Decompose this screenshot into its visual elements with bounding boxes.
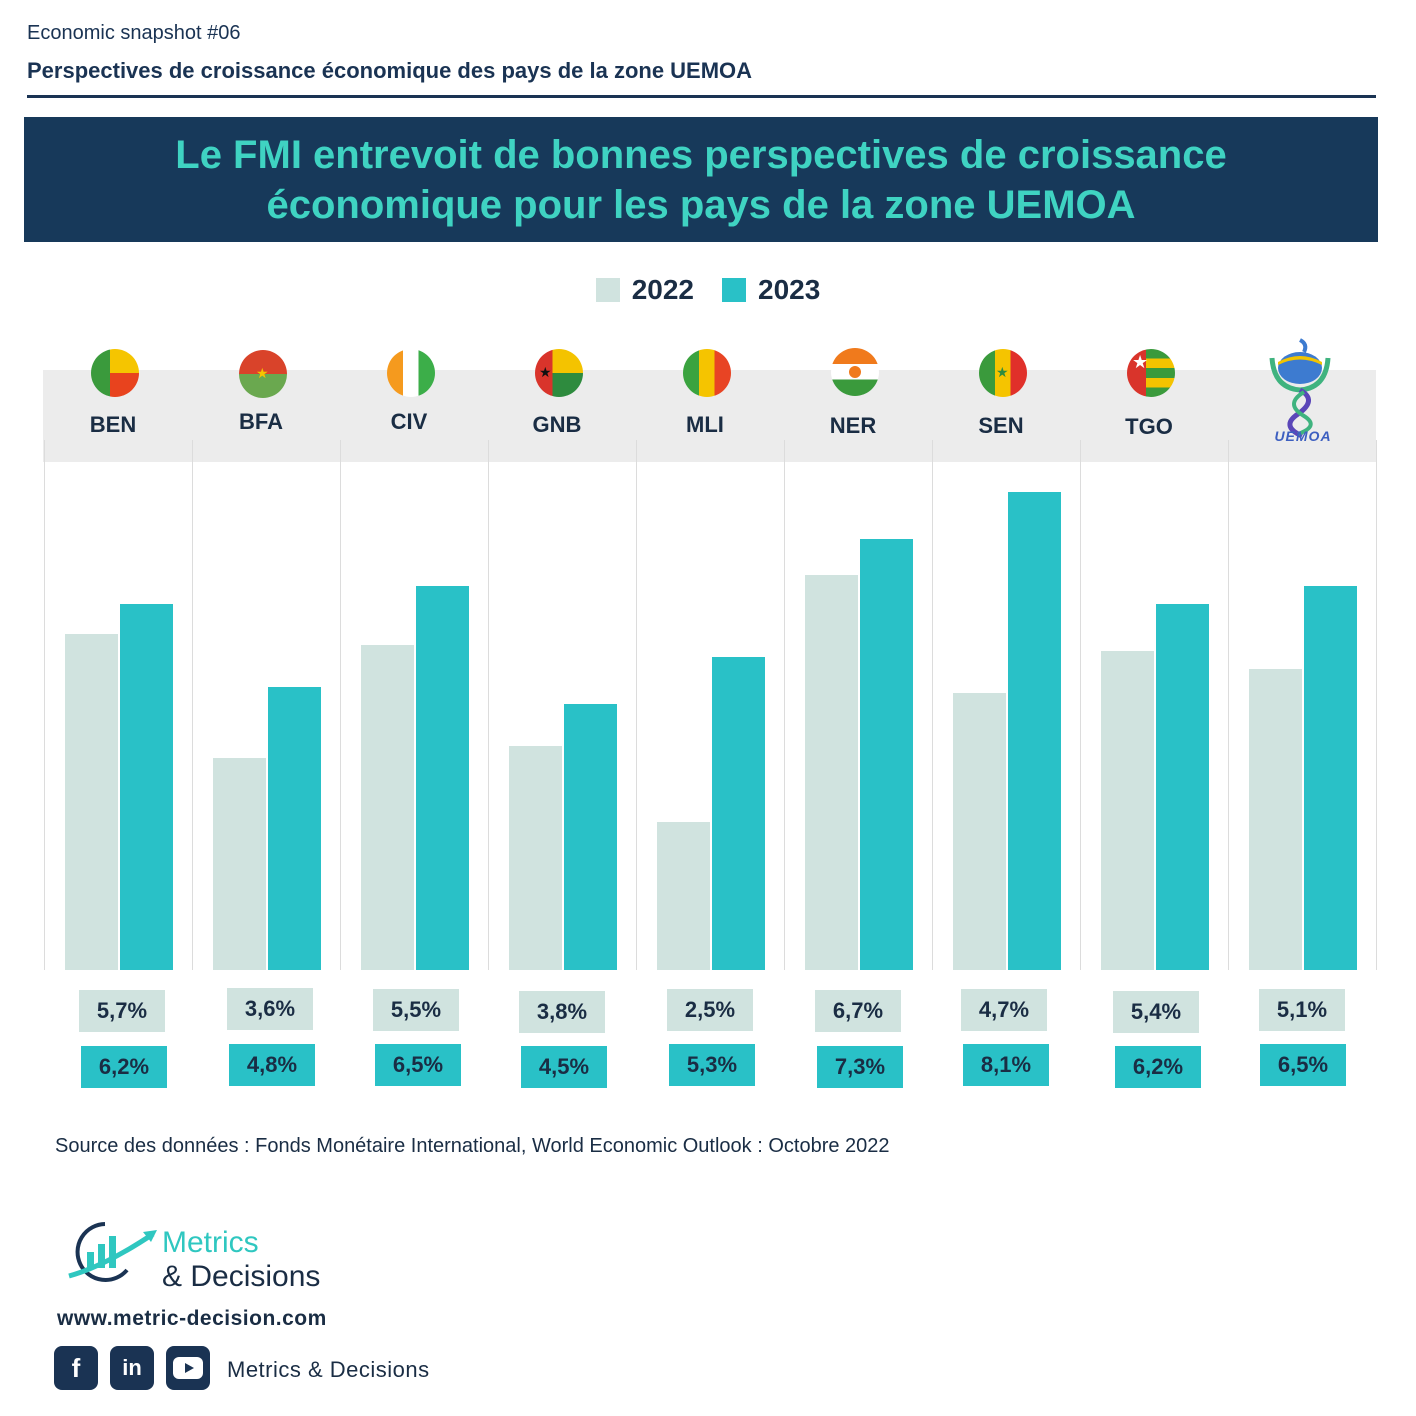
bar-2023 — [1304, 586, 1357, 970]
bar-2023 — [416, 586, 469, 970]
data-label-2022: 5,1% — [1259, 989, 1345, 1031]
country-code-label: GNB — [532, 412, 582, 437]
bar-2022 — [805, 574, 858, 970]
bar-2022 — [65, 633, 118, 970]
data-label-2023: 4,5% — [521, 1046, 607, 1088]
bar-2023 — [860, 539, 913, 970]
youtube-play-icon — [173, 1357, 203, 1379]
data-label-2022: 5,7% — [79, 990, 165, 1032]
flag-mali-icon — [683, 349, 731, 397]
bar-2023 — [1156, 604, 1209, 970]
country-code-label: SEN — [978, 413, 1024, 438]
data-label-2023: 5,3% — [669, 1044, 755, 1086]
title-line-1: Le FMI entrevoit de bonnes perspectives … — [175, 132, 1227, 177]
legend-label-2023: 2023 — [758, 274, 821, 305]
brand-name-line2: & Decisions — [162, 1260, 321, 1293]
data-label-2022: 4,7% — [961, 989, 1047, 1031]
bar-2022 — [361, 645, 414, 970]
data-label-2023: 8,1% — [963, 1044, 1049, 1086]
sun-disc-icon — [849, 366, 861, 378]
data-label-2023: 6,2% — [1115, 1046, 1201, 1088]
data-label-2023: 6,5% — [1260, 1044, 1346, 1086]
brand-name-line1: Metrics — [162, 1226, 259, 1259]
flag-guinea-bissau-icon: ★ — [535, 349, 583, 397]
uemoa-logo-text: UEMOA — [1274, 428, 1332, 444]
column-divider — [192, 440, 193, 970]
chart-legend: 2022 2023 — [0, 274, 1416, 306]
country-code-label: TGO — [1125, 414, 1173, 439]
brand-logo — [65, 1218, 160, 1293]
bar-2022 — [953, 692, 1006, 970]
source-note: Source des données : Fonds Monétaire Int… — [55, 1135, 890, 1157]
column-divider — [44, 440, 45, 970]
data-label-2023: 7,3% — [817, 1046, 903, 1088]
facebook-glyph: f — [71, 1352, 81, 1383]
data-label-2023: 6,5% — [375, 1044, 461, 1086]
title-banner: Le FMI entrevoit de bonnes perspectives … — [24, 117, 1378, 242]
country-code-label: MLI — [686, 412, 724, 437]
column-divider — [488, 440, 489, 970]
bar-2022 — [509, 745, 562, 970]
data-label-2023: 4,8% — [229, 1044, 315, 1086]
bar-2022 — [1101, 651, 1154, 970]
column-divider — [1080, 440, 1081, 970]
star-icon: ★ — [996, 364, 1009, 380]
flag-niger-icon — [831, 348, 879, 396]
legend-swatch-2023 — [722, 278, 746, 302]
flag-burkina-faso-icon: ★ — [239, 350, 287, 398]
title-line-2: économique pour les pays de la zone UEMO… — [266, 182, 1136, 227]
bar-2023 — [1008, 492, 1061, 970]
column-divider — [932, 440, 933, 970]
data-label-2022: 3,6% — [227, 988, 313, 1030]
facebook-icon[interactable]: f — [54, 1346, 98, 1390]
column-divider — [636, 440, 637, 970]
legend-item-2023: 2023 — [722, 274, 820, 306]
bar-2023 — [564, 704, 617, 970]
data-label-2022: 2,5% — [667, 989, 753, 1031]
country-code-label: BEN — [89, 412, 137, 437]
kicker: Economic snapshot #06 — [27, 22, 241, 44]
flag-senegal-icon: ★ — [979, 349, 1027, 397]
column-divider — [340, 440, 341, 970]
bar-2023 — [120, 604, 173, 970]
data-label-2022: 6,7% — [815, 990, 901, 1032]
flag-togo-icon: ★ — [1127, 349, 1175, 397]
data-label-2022: 5,4% — [1113, 991, 1199, 1033]
linkedin-glyph: in — [122, 1355, 142, 1380]
column-divider — [784, 440, 785, 970]
linkedin-icon[interactable]: in — [110, 1346, 154, 1390]
bar-2022 — [1249, 669, 1302, 970]
bar-2023 — [712, 657, 765, 970]
flag-benin-icon — [91, 349, 139, 397]
bar-2022 — [213, 757, 266, 970]
legend-item-2022: 2022 — [595, 274, 694, 306]
bar-2023 — [268, 686, 321, 970]
country-code-label: NER — [829, 413, 877, 438]
social-handle: Metrics & Decisions — [227, 1357, 430, 1382]
country-code-label: CIV — [390, 409, 428, 434]
column-divider — [1228, 440, 1229, 970]
data-label-2022: 3,8% — [519, 991, 605, 1033]
flag-cote-divoire-icon — [387, 349, 435, 397]
metrics-logo-icon — [68, 1222, 157, 1282]
uemoa-logo — [1248, 338, 1352, 453]
header-rule — [27, 95, 1376, 98]
website-url[interactable]: www.metric-decision.com — [57, 1307, 327, 1330]
country-code-label: BFA — [239, 409, 283, 434]
star-icon: ★ — [1132, 352, 1149, 372]
legend-label-2022: 2022 — [631, 274, 694, 305]
star-icon: ★ — [539, 364, 552, 380]
youtube-icon[interactable] — [166, 1346, 210, 1390]
page-subtitle: Perspectives de croissance économique de… — [27, 58, 753, 83]
data-label-2022: 5,5% — [373, 989, 459, 1031]
column-divider — [1376, 440, 1377, 970]
bar-2022 — [657, 822, 710, 970]
legend-swatch-2022 — [595, 278, 620, 302]
data-label-2023: 6,2% — [81, 1046, 167, 1088]
star-icon: ★ — [256, 365, 269, 381]
